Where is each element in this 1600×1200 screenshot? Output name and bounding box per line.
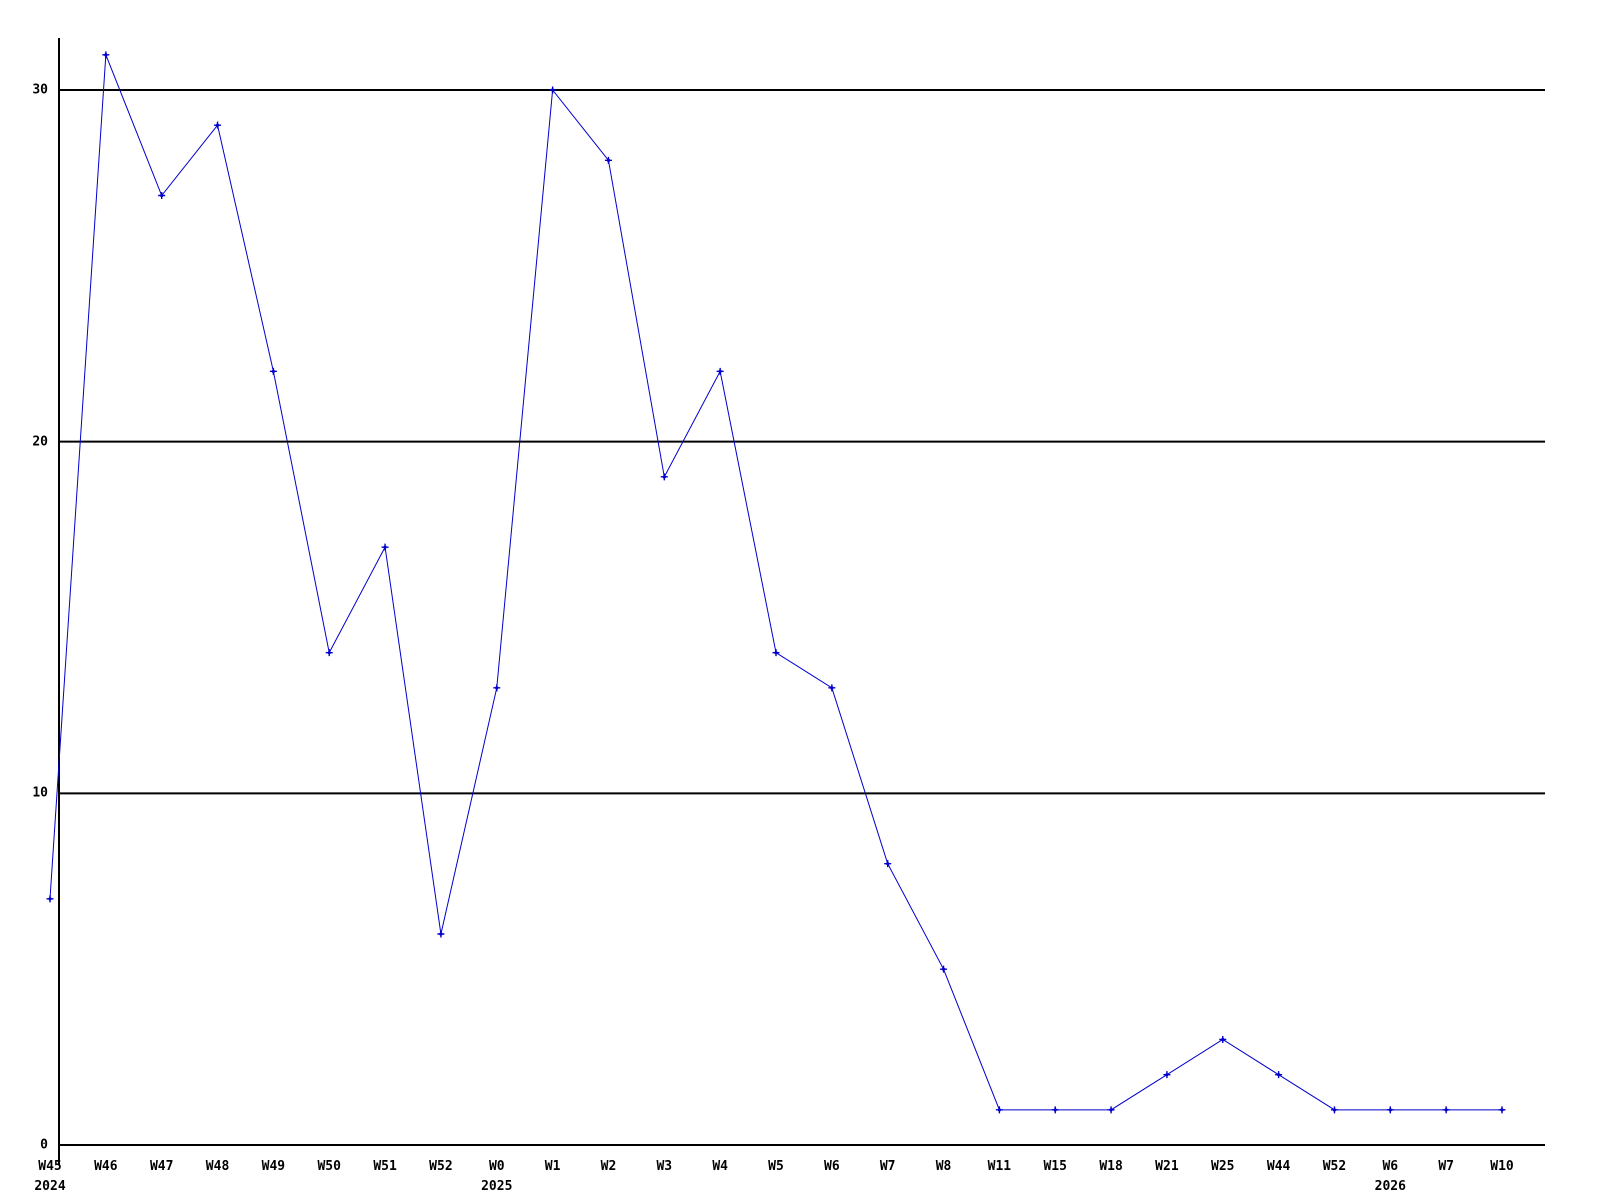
data-point-dot: [1109, 1108, 1113, 1112]
x-tick-week: W48: [205, 1159, 230, 1174]
data-point-dot: [271, 369, 275, 373]
x-tick-week: W21: [1155, 1159, 1179, 1174]
x-tick-week: W8: [935, 1159, 952, 1174]
x-tick-year: 2025: [481, 1179, 513, 1194]
x-tick-label: W1: [545, 1157, 561, 1177]
x-tick-week: W52: [429, 1159, 453, 1174]
x-tick-label: W8: [936, 1157, 952, 1177]
x-tick-label: W18: [1099, 1157, 1122, 1177]
data-point-dot: [886, 862, 890, 866]
x-tick-week: W0: [488, 1159, 505, 1174]
x-tick-label: W11: [988, 1157, 1011, 1177]
x-tick-week: W46: [94, 1159, 118, 1174]
x-tick-week: W2: [600, 1159, 617, 1174]
x-tick-label: W3: [656, 1157, 672, 1177]
x-tick-week: W1: [544, 1159, 561, 1174]
x-tick-label: W25: [1211, 1157, 1234, 1177]
x-tick-week: W5: [768, 1159, 784, 1174]
data-point-dot: [718, 369, 722, 373]
x-tick-week: W51: [373, 1159, 397, 1174]
x-tick-week: W25: [1211, 1159, 1235, 1174]
x-tick-week: W4: [712, 1159, 728, 1174]
data-point-dot: [1165, 1073, 1169, 1077]
x-tick-label: W52: [1323, 1157, 1346, 1177]
x-tick-label: W21: [1155, 1157, 1178, 1177]
data-point-dot: [1444, 1108, 1448, 1112]
y-tick-label: 0: [40, 1137, 48, 1153]
x-tick-label: W5: [768, 1157, 784, 1177]
data-point-dot: [215, 123, 220, 127]
x-tick-week: W7: [1438, 1159, 1454, 1174]
x-tick-week: W10: [1490, 1159, 1514, 1174]
y-tick-label: 20: [32, 434, 48, 450]
x-tick-label: W7: [880, 1157, 896, 1177]
x-tick-label: W15: [1043, 1157, 1066, 1177]
data-point-dot: [1053, 1108, 1057, 1112]
x-tick-label: W44: [1267, 1157, 1290, 1177]
x-tick-week: W15: [1043, 1159, 1067, 1174]
x-tick-week: W52: [1322, 1159, 1347, 1174]
data-point-dot: [606, 158, 611, 162]
data-point-dot: [662, 475, 666, 479]
data-point-dot: [48, 897, 52, 901]
x-tick-label: W6: [824, 1157, 840, 1177]
data-point-dot: [1500, 1108, 1504, 1112]
data-point-dot: [830, 686, 834, 690]
data-point-dot: [1221, 1037, 1225, 1042]
x-tick-week: W44: [1266, 1159, 1291, 1174]
data-point-markers: [46, 51, 1506, 1114]
x-tick-week: W6: [824, 1159, 840, 1174]
x-tick-label: W48: [206, 1157, 229, 1177]
x-tick-week: W18: [1099, 1159, 1123, 1174]
data-point-dot: [1332, 1108, 1337, 1112]
x-tick-week: W50: [317, 1159, 341, 1174]
data-point-dot: [439, 932, 443, 936]
series-polyline: [49, 54, 1502, 1111]
x-tick-week: W49: [261, 1159, 286, 1174]
data-point-dot: [104, 53, 108, 57]
x-tick-week: W45: [38, 1159, 62, 1174]
x-tick-label: W2: [601, 1157, 617, 1177]
x-tick-label: W46: [94, 1157, 117, 1177]
data-point-dot: [1388, 1108, 1392, 1112]
data-point-dot: [997, 1108, 1001, 1112]
x-tick-label: W47: [150, 1157, 173, 1177]
x-tick-label: W10: [1490, 1157, 1513, 1177]
data-point-dot: [327, 651, 331, 655]
data-point-dot: [383, 545, 387, 549]
x-tick-week: W47: [149, 1159, 174, 1174]
x-tick-label: W52: [429, 1157, 452, 1177]
x-tick-label: W6 2026: [1375, 1157, 1406, 1197]
x-tick-label: W7: [1438, 1157, 1454, 1177]
x-tick-week: W7: [879, 1159, 896, 1174]
x-tick-label: W49: [262, 1157, 285, 1177]
data-point-dot: [160, 193, 164, 198]
data-point-dot: [551, 88, 555, 92]
y-tick-label: 30: [32, 82, 48, 98]
x-tick-week: W11: [987, 1159, 1012, 1174]
data-point-dot: [941, 967, 946, 971]
data-point-dot: [495, 686, 499, 690]
y-tick-label: 10: [32, 785, 48, 801]
x-tick-label: W50: [317, 1157, 340, 1177]
x-tick-label: W4: [712, 1157, 728, 1177]
data-point-dot: [774, 651, 778, 655]
x-tick-label: W45 2024: [34, 1157, 65, 1197]
data-line-series: [49, 54, 1502, 1111]
x-tick-week: W3: [656, 1159, 673, 1174]
gridlines: [59, 89, 1545, 795]
axis-lines: [58, 38, 1545, 1165]
x-tick-label: W51: [373, 1157, 396, 1177]
data-point-dot: [1277, 1073, 1281, 1077]
x-tick-year: 2024: [34, 1179, 66, 1194]
x-tick-week: W6: [1382, 1159, 1399, 1174]
x-tick-label: W0 2025: [481, 1157, 512, 1197]
x-tick-year: 2026: [1374, 1179, 1406, 1194]
